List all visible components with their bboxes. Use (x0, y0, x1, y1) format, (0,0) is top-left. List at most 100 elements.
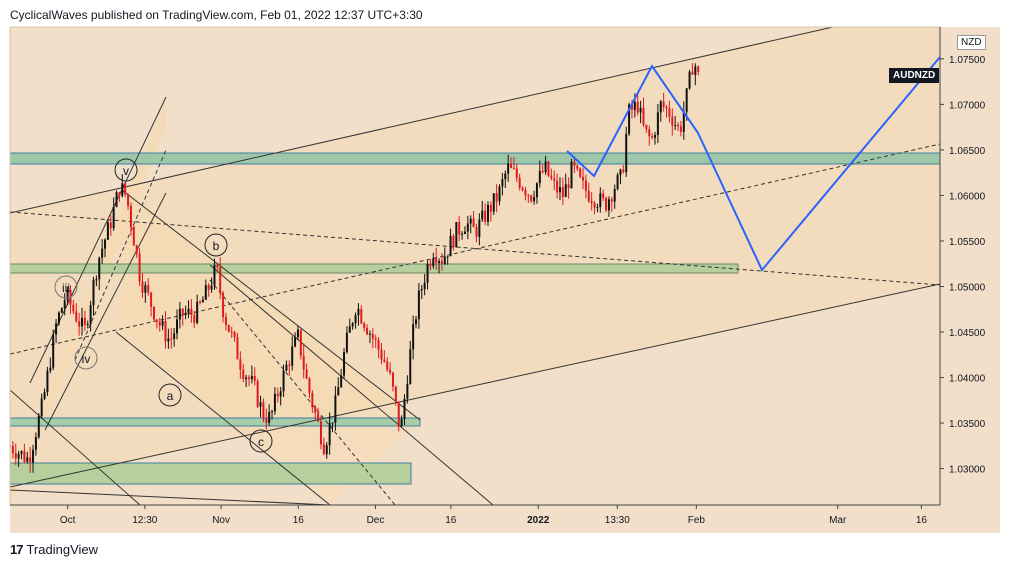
candle-body (535, 183, 538, 198)
candle-body (92, 279, 95, 306)
candle-body (446, 256, 449, 258)
candle-body (204, 285, 207, 300)
candle-body (138, 253, 141, 282)
candle-body (26, 457, 29, 462)
candle-body (60, 308, 63, 313)
tradingview-footer[interactable]: 17 TradingView (10, 542, 98, 557)
candle-body (412, 324, 415, 350)
candle-body (299, 329, 302, 356)
candle-body (78, 321, 81, 327)
x-tick-label: Feb (688, 515, 706, 526)
x-tick-label: Nov (212, 515, 230, 526)
candle-body (417, 290, 420, 320)
candle-body (458, 222, 461, 235)
candle-body (383, 359, 386, 362)
candle-body (443, 256, 446, 264)
candle-body (530, 195, 533, 202)
svg-text:a: a (167, 389, 174, 403)
currency-label: NZD (957, 35, 986, 50)
candle-body (245, 377, 248, 380)
candle-body (112, 206, 115, 229)
candle-body (481, 210, 484, 220)
candle-body (187, 308, 190, 313)
candle-body (176, 319, 179, 334)
candle-body (469, 218, 472, 224)
candle-body (334, 395, 337, 423)
candle-body (602, 193, 605, 198)
candle-body (239, 359, 242, 370)
wave-label-iv: iv (74, 346, 98, 370)
candle-body (129, 205, 132, 228)
candle-body (423, 282, 426, 290)
candle-body (391, 372, 394, 387)
candle-body (57, 312, 60, 324)
correction-lower-line (115, 331, 331, 505)
candle-body (656, 112, 659, 136)
candle-body (256, 380, 259, 407)
candle-body (605, 197, 608, 211)
candle-body (484, 210, 487, 222)
candle-body (544, 161, 547, 173)
candle-body (328, 423, 331, 446)
candle-body (314, 407, 317, 414)
candle-body (210, 285, 213, 290)
candle-body (622, 169, 625, 173)
candle-body (345, 332, 348, 353)
candle-body (645, 124, 648, 130)
candle-body (564, 184, 567, 198)
candle-body (449, 235, 452, 257)
wave-label-c: c (249, 429, 273, 453)
symbol-badge: AUDNZD (889, 68, 940, 83)
candle-body (101, 248, 104, 258)
candle-body (576, 165, 579, 169)
candle-body (561, 187, 564, 198)
candle-body (587, 190, 590, 202)
y-axis[interactable]: 1.03000 1.03500 1.04000 1.04500 1.05000 1.055… (940, 55, 986, 476)
candle-body (305, 369, 308, 379)
candle-body (567, 184, 570, 189)
candle-body (573, 161, 576, 166)
x-tick-label: Dec (367, 515, 385, 526)
x-tick-label: 2022 (527, 515, 550, 526)
candle-body (662, 101, 665, 107)
candle-body (170, 338, 173, 340)
candle-body (466, 223, 469, 232)
candle-body (478, 219, 481, 237)
candle-body (610, 199, 613, 202)
candle-body (109, 222, 112, 229)
candle-body (607, 199, 610, 211)
candle-body (236, 337, 239, 360)
candle-body (173, 333, 176, 340)
candle-body (599, 193, 602, 208)
candle-body (682, 111, 685, 132)
candle-body (95, 279, 98, 281)
correction-upper-line (121, 189, 421, 421)
candle-body (83, 317, 86, 325)
candle-body (507, 163, 510, 174)
candle-body (648, 129, 651, 137)
candle-body (630, 104, 633, 110)
candle-body (106, 222, 109, 240)
candle-body (279, 391, 282, 397)
candle-body (613, 188, 616, 202)
candle-body (685, 88, 688, 112)
candle-body (164, 320, 167, 342)
candle-body (268, 411, 271, 423)
candle-body (688, 71, 691, 89)
wave-label-b: b (204, 233, 228, 257)
candle-body (394, 386, 397, 402)
candle-body (354, 315, 357, 324)
candle-body (360, 308, 363, 324)
candle-body (311, 392, 314, 408)
candle-body (152, 306, 155, 320)
candle-body (273, 393, 276, 412)
candle-body (521, 187, 524, 190)
left-diag-line (10, 389, 141, 505)
impulse-lower-line (44, 192, 167, 431)
candle-body (472, 218, 475, 228)
candle-body (636, 101, 639, 113)
candle-body (429, 263, 432, 266)
candle-body (558, 187, 561, 193)
x-axis[interactable]: Oct 12:30 Nov 16 Dec 16 2022 13:30 Feb Mar 16 (60, 505, 928, 526)
